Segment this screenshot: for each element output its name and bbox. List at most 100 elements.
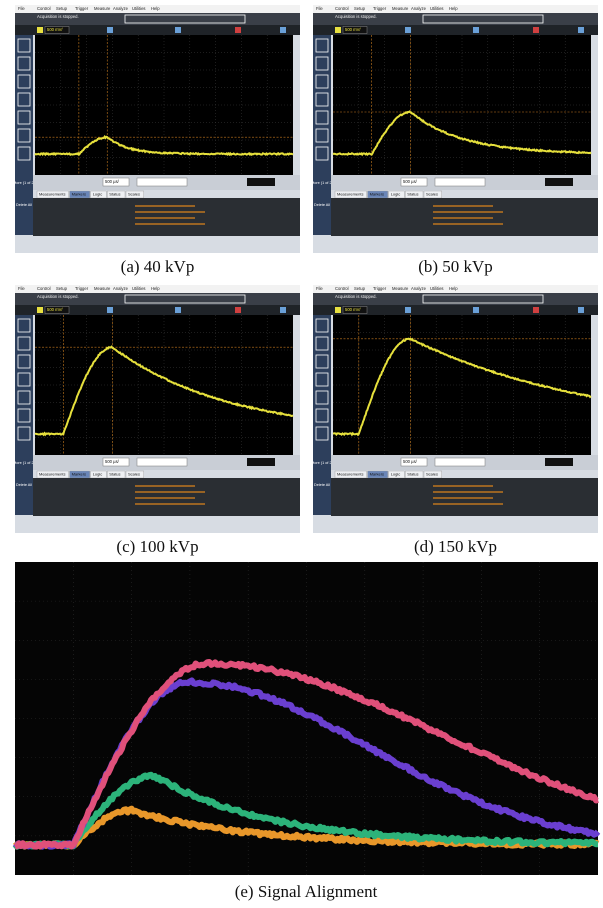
channel-chip [107,307,113,313]
tab-label: Logic [391,472,401,477]
menu-item: Measure [392,6,409,11]
trigger-box [545,458,573,466]
tab-label: Logic [391,192,401,197]
menu-item: Setup [354,6,366,11]
status-text: Acquisition is stopped. [335,14,377,19]
time-div: 500 µs/ [403,459,418,464]
delay-box [435,458,485,466]
readout-line [135,503,205,505]
menu-item: Trigger [75,286,89,291]
menu-item: Utilities [430,286,444,291]
channel-chip [533,307,539,313]
tab-label: Status [407,192,418,197]
scope-screenshot: FileControlSetupTriggerMeasureAnalyzeUti… [311,285,598,556]
channel-chip [175,307,181,313]
menu-item: Setup [56,286,68,291]
volts-div: 500 mV/ [47,27,63,32]
menu-item: Measure [94,6,111,11]
caption: (d) 150 kVp [414,537,497,556]
tab-label: Scales [426,472,438,477]
tab-label: Markers [72,192,86,197]
menu-item: Trigger [75,6,89,11]
menu-item: Control [37,286,51,291]
scope-screenshot: FileControlSetupTriggerMeasureAnalyzeUti… [13,285,300,556]
readout-line [433,211,503,213]
delay-box [137,458,187,466]
readout-line [433,223,503,225]
readout-line [135,211,205,213]
volts-div: 500 mV/ [345,307,361,312]
tab-label: Markers [370,192,384,197]
menu-item: Trigger [373,6,387,11]
menu-item: Help [449,286,458,291]
readout-line [433,485,493,487]
volts-div: 500 mV/ [47,307,63,312]
channel-1-chip [335,307,341,313]
more-button: More (1 of 2) [13,461,35,465]
caption: (b) 50 kVp [418,257,493,276]
channel-chip [235,27,241,33]
status-text: Acquisition is stopped. [335,294,377,299]
menu-item: Help [449,6,458,11]
menu-item: Trigger [373,286,387,291]
channel-chip [280,27,286,33]
menu-item: Measure [392,286,409,291]
status-text: Acquisition is stopped. [37,14,79,19]
readout-line [433,491,503,493]
tab-label: Logic [93,192,103,197]
tab-label: Measurements [39,192,65,197]
channel-chip [235,307,241,313]
menu-item: File [18,286,25,291]
readout-line [135,497,195,499]
menu-item: Utilities [132,6,146,11]
menu-item: Analyze [113,286,129,291]
status-text: Acquisition is stopped. [37,294,79,299]
menu-item: Analyze [113,6,129,11]
figure: FileControlSetupTriggerMeasureAnalyzeUti… [0,0,603,908]
caption: (c) 100 kVp [116,537,198,556]
trigger-box [247,458,275,466]
delete-all-button: Delete All [16,203,32,207]
menu-item: Measure [94,286,111,291]
tab-label: Markers [72,472,86,477]
menu-item: Control [37,6,51,11]
channel-1-chip [37,307,43,313]
tab-label: Status [109,192,120,197]
menu-item: Utilities [430,6,444,11]
tab-label: Measurements [39,472,65,477]
more-button: More (1 of 2) [13,181,35,185]
tab-label: Scales [128,192,140,197]
menu-item: Help [151,286,160,291]
delay-box [435,178,485,186]
time-div: 500 µs/ [105,459,120,464]
caption: (a) 40 kVp [121,257,195,276]
delay-box [137,178,187,186]
readout-line [433,217,493,219]
time-div: 500 µs/ [403,179,418,184]
channel-chip [405,307,411,313]
channel-chip [473,307,479,313]
readout-line [135,205,195,207]
channel-chip [578,307,584,313]
channel-chip [280,307,286,313]
readout-line [433,205,493,207]
more-button: More (1 of 2) [311,461,333,465]
scope-screenshot: FileControlSetupTriggerMeasureAnalyzeUti… [13,5,300,276]
menu-item: Setup [56,6,68,11]
menu-item: Analyze [411,286,427,291]
channel-chip [473,27,479,33]
channel-chip [107,27,113,33]
delete-all-button: Delete All [16,483,32,487]
menu-item: File [316,6,323,11]
menu-item: Setup [354,286,366,291]
tab-label: Scales [426,192,438,197]
tab-label: Status [407,472,418,477]
tab-label: Scales [128,472,140,477]
tab-label: Logic [93,472,103,477]
volts-div: 500 mV/ [345,27,361,32]
delete-all-button: Delete All [314,203,330,207]
channel-chip [533,27,539,33]
tab-label: Measurements [337,192,363,197]
readout-line [135,485,195,487]
tab-label: Markers [370,472,384,477]
